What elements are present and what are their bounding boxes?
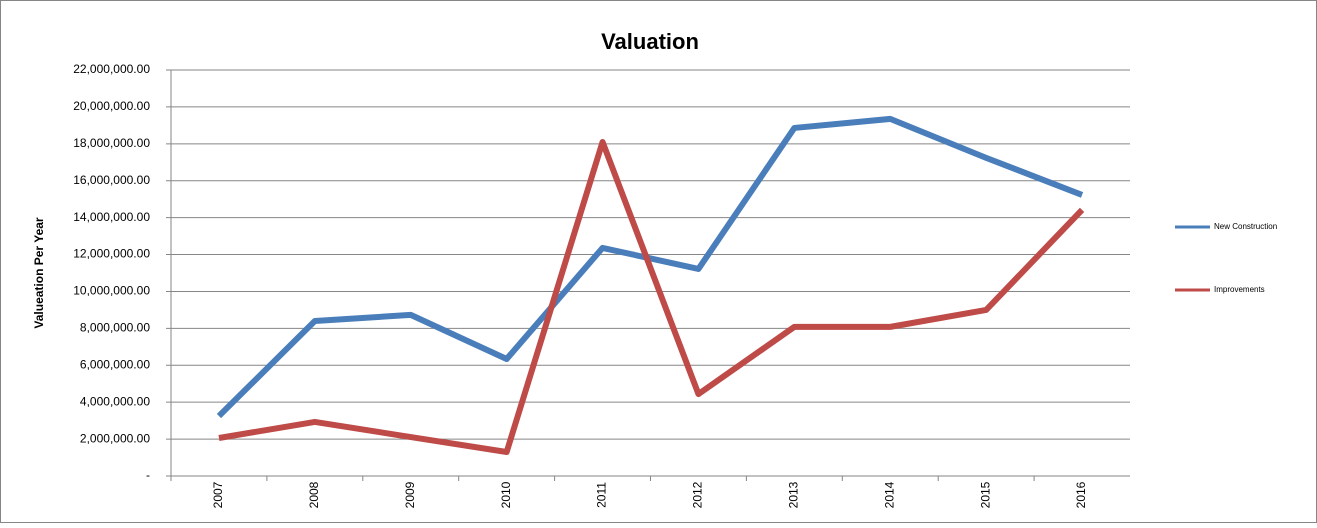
y-tick-label: 10,000,000.00 (73, 284, 150, 298)
series-line (218, 138, 1085, 456)
y-tick-label: 22,000,000.00 (73, 62, 150, 76)
y-tick-label: 20,000,000.00 (73, 99, 150, 113)
x-tick-label: 2014 (882, 481, 896, 508)
legend-label: Improvements (1214, 285, 1265, 294)
y-axis-label: Valueation Per Year (32, 217, 46, 329)
x-tick-label: 2012 (691, 481, 705, 508)
x-tick-label: 2015 (978, 481, 992, 508)
y-tick-label: 14,000,000.00 (73, 210, 150, 224)
y-tick-label: 6,000,000.00 (80, 357, 150, 371)
x-tick-label: 2011 (595, 482, 609, 508)
legend-label: New Construction (1214, 222, 1277, 231)
x-tick-label: 2008 (307, 481, 321, 508)
x-tick-label: 2013 (787, 481, 801, 508)
y-tick-label: 2,000,000.00 (80, 431, 150, 445)
y-tick-label: 18,000,000.00 (73, 136, 150, 150)
y-tick-label: 8,000,000.00 (80, 321, 150, 335)
y-tick-label: 4,000,000.00 (80, 394, 150, 408)
y-tick-label: - (146, 468, 150, 482)
x-tick-label: 2010 (499, 481, 513, 508)
x-tick-label: 2009 (403, 481, 417, 508)
x-tick-label: 2016 (1074, 481, 1088, 508)
x-tick-label: 2007 (211, 481, 225, 508)
y-tick-label: 12,000,000.00 (73, 247, 150, 261)
series-line (216, 115, 1084, 419)
y-tick-label: 16,000,000.00 (73, 173, 150, 187)
chart-title: Valuation (601, 29, 699, 54)
